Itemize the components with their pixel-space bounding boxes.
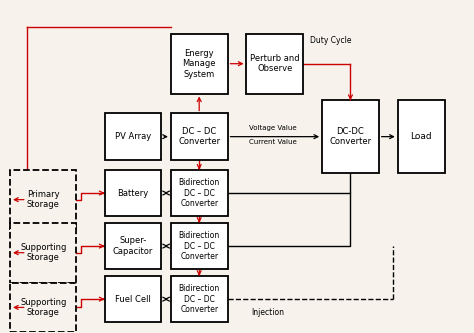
FancyBboxPatch shape — [171, 170, 228, 216]
FancyBboxPatch shape — [171, 223, 228, 269]
FancyBboxPatch shape — [10, 283, 76, 332]
Text: PV Array: PV Array — [115, 132, 151, 141]
FancyBboxPatch shape — [398, 100, 445, 173]
Text: Energy
Manage
System: Energy Manage System — [182, 49, 216, 79]
FancyBboxPatch shape — [105, 170, 161, 216]
Text: Injection: Injection — [251, 308, 284, 317]
Text: Current Value: Current Value — [248, 139, 296, 145]
FancyBboxPatch shape — [10, 170, 76, 229]
FancyBboxPatch shape — [105, 223, 161, 269]
Text: Supporting
Storage: Supporting Storage — [20, 298, 66, 317]
FancyBboxPatch shape — [171, 34, 228, 94]
Text: Supporting
Storage: Supporting Storage — [20, 243, 66, 262]
Text: Fuel Cell: Fuel Cell — [115, 295, 151, 304]
Text: Bidirection
DC – DC
Converter: Bidirection DC – DC Converter — [179, 284, 220, 314]
Text: Voltage Value: Voltage Value — [249, 125, 296, 131]
FancyBboxPatch shape — [105, 114, 161, 160]
Text: Bidirection
DC – DC
Converter: Bidirection DC – DC Converter — [179, 231, 220, 261]
FancyBboxPatch shape — [171, 276, 228, 322]
Text: Primary
Storage: Primary Storage — [27, 190, 60, 209]
Text: Super-
Capacitor: Super- Capacitor — [113, 236, 153, 256]
Text: Bidirection
DC – DC
Converter: Bidirection DC – DC Converter — [179, 178, 220, 208]
FancyBboxPatch shape — [105, 276, 161, 322]
Text: DC-DC
Converter: DC-DC Converter — [329, 127, 372, 147]
FancyBboxPatch shape — [10, 223, 76, 283]
Text: Battery: Battery — [118, 188, 149, 197]
FancyBboxPatch shape — [171, 114, 228, 160]
FancyBboxPatch shape — [246, 34, 303, 94]
Text: Duty Cycle: Duty Cycle — [310, 36, 352, 45]
Text: Perturb and
Observe: Perturb and Observe — [250, 54, 300, 73]
FancyBboxPatch shape — [322, 100, 379, 173]
Text: DC – DC
Converter: DC – DC Converter — [178, 127, 220, 147]
Text: Load: Load — [410, 132, 432, 141]
